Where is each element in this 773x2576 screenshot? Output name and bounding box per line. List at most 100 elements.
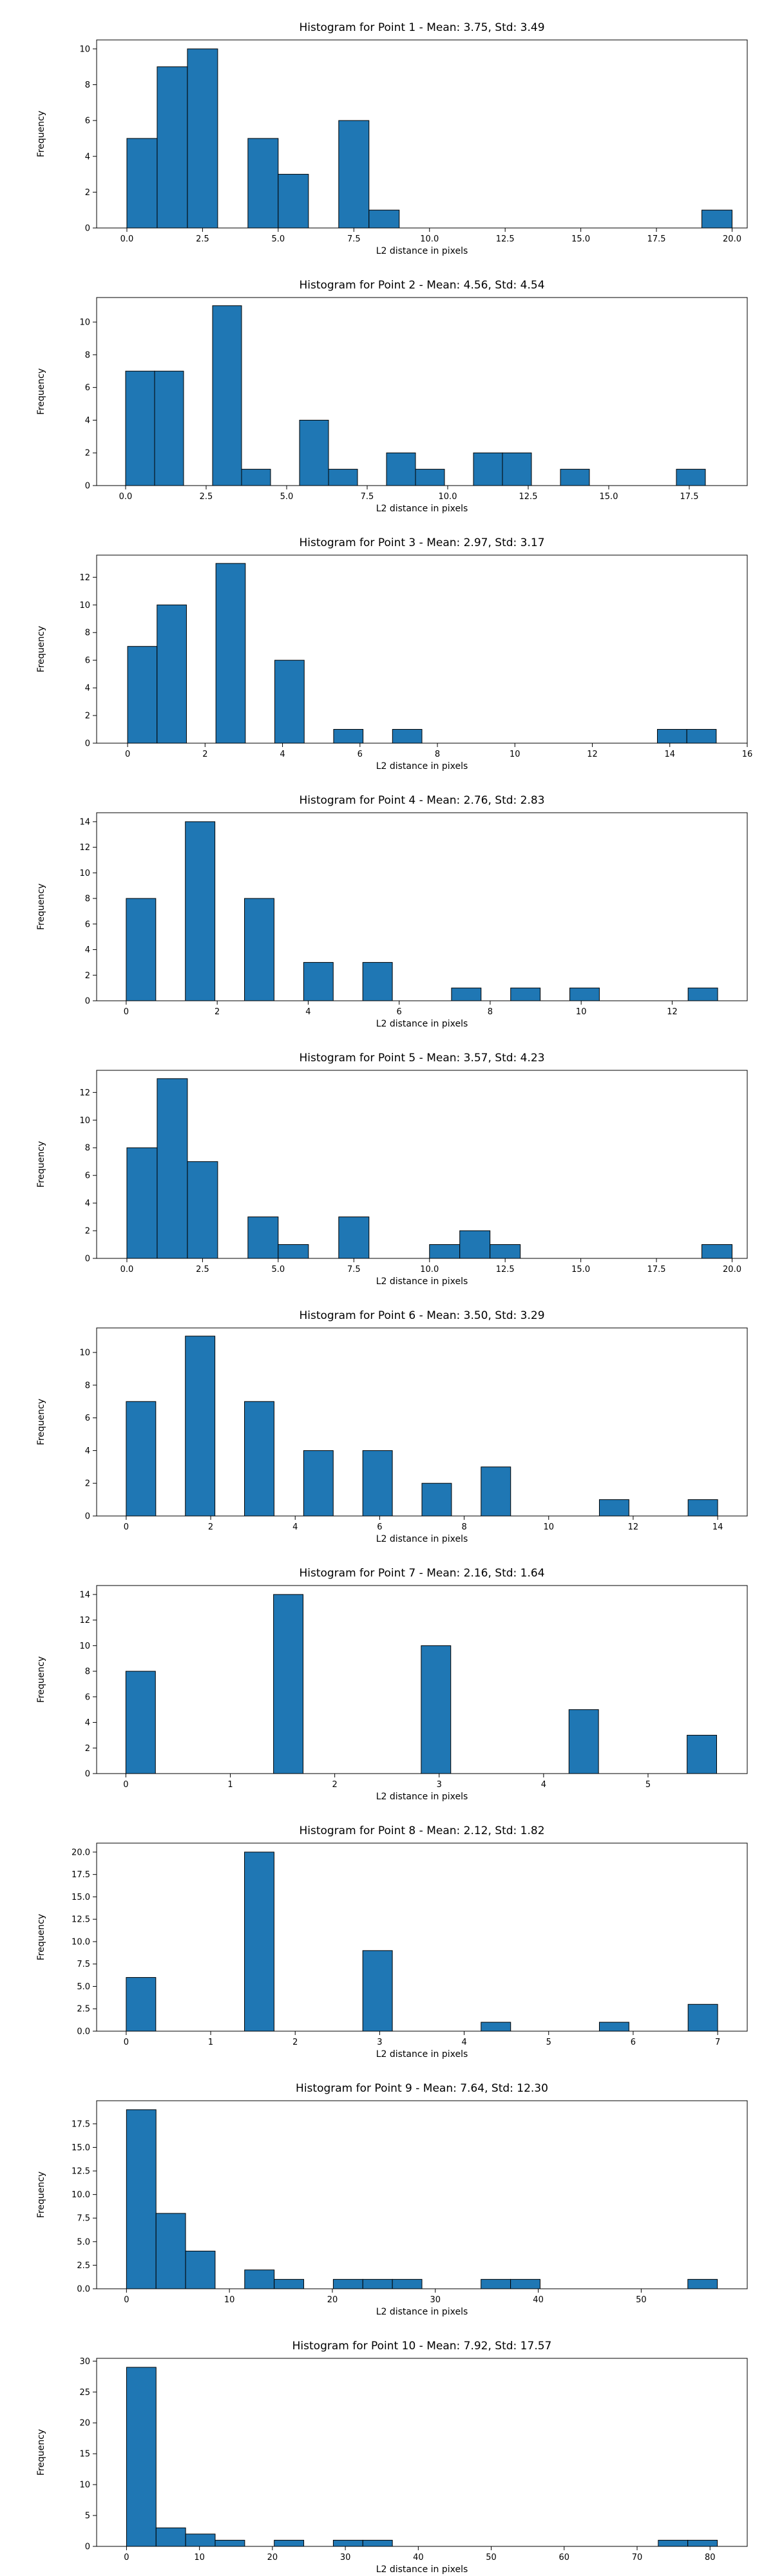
y-tick-label: 0: [85, 739, 90, 749]
x-tick-label: 6: [358, 750, 363, 759]
histogram-bar: [598, 2022, 629, 2032]
y-tick-label: 20.0: [72, 1848, 90, 1857]
y-tick-label: 0: [85, 2543, 90, 2552]
histogram-bar: [687, 2278, 718, 2289]
x-tick-label: 12.5: [519, 492, 538, 502]
x-tick-label: 7.5: [347, 234, 361, 244]
x-tick-label: 10: [194, 2553, 205, 2562]
x-axis-label: L2 distance in pixels: [376, 1792, 468, 1802]
x-tick-label: 10.0: [439, 492, 457, 502]
chart-title: Histogram for Point 9 - Mean: 7.64, Std:…: [296, 2082, 548, 2095]
histogram-bar: [568, 1709, 599, 1774]
y-tick-label: 14: [79, 817, 90, 827]
y-tick-label: 17.5: [72, 1870, 90, 1880]
y-tick-label: 4: [85, 1446, 90, 1456]
x-tick-label: 7: [715, 2038, 720, 2047]
x-tick-label: 0: [123, 1780, 128, 1790]
y-tick-label: 2: [85, 1479, 90, 1489]
histogram-bar: [157, 604, 187, 744]
y-tick-label: 6: [85, 1414, 90, 1423]
axes-frame: [96, 1327, 748, 1517]
axes-frame: [96, 39, 748, 229]
x-tick-label: 2.5: [196, 234, 209, 244]
histogram-bar: [368, 209, 400, 229]
y-tick-label: 2: [85, 1227, 90, 1236]
histogram-bar: [215, 563, 246, 744]
histogram-bar: [185, 821, 216, 1001]
x-tick-label: 7.5: [347, 1265, 361, 1274]
x-tick-label: 10.0: [420, 1265, 439, 1274]
y-axis-label: Frequency: [36, 1399, 46, 1445]
y-tick-label: 15.0: [72, 1893, 90, 1902]
axes-frame: [96, 1585, 748, 1774]
histogram-bar: [154, 370, 184, 486]
histogram-bar: [421, 1482, 452, 1517]
histogram-bar: [701, 1244, 733, 1259]
histogram-panel-2: Histogram for Point 2 - Mean: 4.56, Std:…: [36, 279, 748, 514]
y-tick-label: 8: [85, 1144, 90, 1153]
y-tick-label: 5.0: [77, 2237, 90, 2247]
chart-title: Histogram for Point 4 - Mean: 2.76, Std:…: [299, 794, 544, 807]
axes-frame: [96, 1842, 748, 2032]
histogram-bar: [299, 419, 329, 486]
histogram-bar: [459, 1230, 491, 1259]
x-tick-label: 3: [437, 1780, 442, 1790]
x-axis-label: L2 distance in pixels: [376, 1534, 468, 1544]
histogram-panel-5: Histogram for Point 5 - Mean: 3.57, Std:…: [36, 1052, 748, 1287]
x-tick-label: 10.0: [420, 234, 439, 244]
histogram-bar: [687, 1734, 717, 1774]
histogram-bar: [244, 1852, 274, 2032]
histogram-bar: [701, 209, 733, 229]
y-tick-label: 10: [79, 1116, 90, 1126]
x-tick-label: 5: [546, 2038, 551, 2047]
x-tick-label: 6: [377, 1522, 382, 1532]
y-axis-label: Frequency: [36, 1141, 46, 1188]
y-tick-label: 6: [85, 920, 90, 929]
x-tick-label: 0: [124, 1522, 129, 1532]
chart-title: Histogram for Point 10 - Mean: 7.92, Std…: [292, 2340, 552, 2353]
histogram-bar: [392, 2278, 423, 2289]
x-axis-label: L2 distance in pixels: [376, 2307, 468, 2317]
y-axis-label: Frequency: [36, 884, 46, 930]
histogram-bar: [502, 452, 532, 486]
x-tick-label: 20: [267, 2553, 278, 2562]
x-tick-label: 0: [124, 2553, 129, 2562]
histogram-bar: [362, 1950, 393, 2032]
x-tick-label: 2: [202, 750, 207, 759]
y-tick-label: 6: [85, 656, 90, 666]
histogram-bar: [274, 2278, 305, 2289]
histogram-bar: [274, 2539, 305, 2547]
histogram-bar: [244, 1401, 274, 1517]
x-tick-label: 0.0: [120, 234, 134, 244]
y-tick-label: 2.5: [77, 2261, 90, 2271]
x-axis-label: L2 distance in pixels: [376, 246, 468, 256]
y-tick-label: 2: [85, 188, 90, 198]
y-tick-label: 12: [79, 843, 90, 853]
histogram-bar: [155, 2527, 186, 2547]
y-tick-label: 4: [85, 416, 90, 426]
x-tick-label: 15.0: [600, 492, 618, 502]
y-tick-label: 12.5: [72, 1915, 90, 1925]
histogram-panel-8: Histogram for Point 8 - Mean: 2.12, Std:…: [36, 1824, 748, 2060]
y-tick-label: 8: [85, 629, 90, 638]
x-tick-label: 20: [327, 2295, 338, 2305]
histogram-bar: [362, 1450, 393, 1517]
y-tick-label: 2: [85, 971, 90, 981]
x-tick-label: 60: [559, 2553, 570, 2562]
y-tick-label: 10: [79, 869, 90, 878]
x-tick-label: 30: [340, 2553, 351, 2562]
x-tick-label: 7.5: [361, 492, 374, 502]
histogram-panel-4: Histogram for Point 4 - Mean: 2.76, Std:…: [36, 794, 748, 1029]
x-tick-label: 20.0: [723, 1265, 741, 1274]
y-tick-label: 8: [85, 1381, 90, 1390]
y-tick-label: 8: [85, 895, 90, 904]
x-tick-label: 14: [712, 1522, 723, 1532]
histogram-bar: [278, 174, 309, 229]
y-axis-label: Frequency: [36, 1914, 46, 1960]
histogram-bar: [126, 1977, 157, 2032]
y-tick-label: 0.0: [77, 2285, 90, 2295]
y-tick-label: 4: [85, 684, 90, 694]
x-tick-label: 2: [208, 1522, 213, 1532]
histogram-bar: [185, 2533, 216, 2547]
